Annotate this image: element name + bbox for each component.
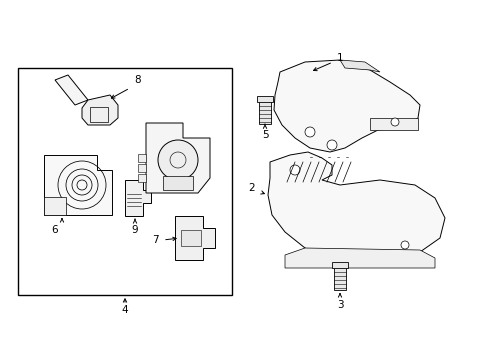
Bar: [138, 174, 146, 182]
Polygon shape: [55, 75, 88, 105]
Bar: [334, 266, 346, 290]
Bar: [257, 96, 273, 102]
Polygon shape: [274, 60, 420, 152]
Circle shape: [401, 241, 409, 249]
Bar: [138, 164, 146, 172]
Bar: [18, 68, 232, 295]
Text: 2: 2: [249, 183, 255, 193]
Text: 8: 8: [135, 75, 141, 85]
Bar: [138, 154, 146, 162]
Text: 9: 9: [132, 225, 138, 235]
Circle shape: [391, 118, 399, 126]
Text: 1: 1: [337, 53, 343, 63]
Bar: [163, 176, 193, 190]
Text: 3: 3: [337, 300, 343, 310]
Polygon shape: [370, 118, 418, 130]
Text: 5: 5: [262, 130, 269, 140]
Text: 4: 4: [122, 305, 128, 315]
Circle shape: [305, 127, 315, 137]
Circle shape: [290, 165, 300, 175]
Circle shape: [158, 140, 198, 180]
Polygon shape: [175, 216, 215, 260]
Text: 6: 6: [51, 225, 58, 235]
Bar: [259, 100, 271, 124]
Bar: [90, 107, 108, 122]
Polygon shape: [44, 155, 112, 215]
Bar: [332, 262, 348, 268]
Polygon shape: [285, 248, 435, 268]
Polygon shape: [82, 95, 118, 125]
Bar: [181, 230, 201, 246]
Circle shape: [327, 140, 337, 150]
Text: 7: 7: [152, 235, 158, 245]
Bar: [44, 197, 66, 215]
Polygon shape: [125, 180, 151, 216]
Polygon shape: [340, 60, 380, 72]
Polygon shape: [268, 152, 445, 260]
Polygon shape: [146, 123, 210, 193]
